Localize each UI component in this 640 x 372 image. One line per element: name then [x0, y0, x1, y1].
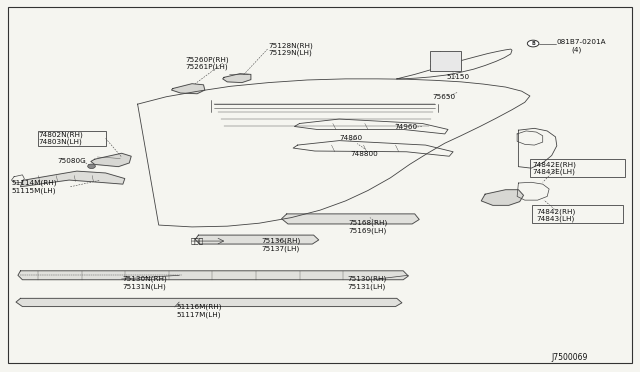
Text: 未調整: 未調整 — [191, 238, 204, 244]
Text: 75650: 75650 — [432, 94, 455, 100]
Text: 51150: 51150 — [446, 74, 469, 80]
Text: 75168(RH): 75168(RH) — [349, 220, 388, 227]
Text: 75131N(LH): 75131N(LH) — [123, 283, 166, 290]
Polygon shape — [16, 298, 402, 307]
Polygon shape — [481, 190, 524, 205]
Polygon shape — [282, 214, 419, 224]
Text: 74803N(LH): 74803N(LH) — [38, 139, 82, 145]
Text: 75080G: 75080G — [58, 158, 86, 164]
Text: 74860: 74860 — [339, 135, 362, 141]
Text: 51115M(LH): 51115M(LH) — [12, 187, 56, 194]
Text: (4): (4) — [572, 47, 582, 54]
Polygon shape — [223, 74, 251, 83]
Bar — [532, 205, 623, 223]
Text: 74842(RH): 74842(RH) — [536, 208, 575, 215]
Bar — [530, 159, 625, 177]
Circle shape — [88, 164, 95, 169]
Text: 75129N(LH): 75129N(LH) — [269, 49, 312, 56]
Polygon shape — [91, 153, 131, 167]
Text: 081B7-0201A: 081B7-0201A — [557, 39, 607, 45]
Text: 75131(LH): 75131(LH) — [348, 283, 386, 290]
Text: 75130(RH): 75130(RH) — [348, 276, 387, 282]
Text: J7500069: J7500069 — [552, 353, 588, 362]
Text: 75169(LH): 75169(LH) — [349, 227, 387, 234]
Polygon shape — [172, 84, 205, 94]
Text: 51116M(RH): 51116M(RH) — [176, 304, 221, 310]
Text: 75128N(RH): 75128N(RH) — [269, 42, 314, 49]
Text: 74843E(LH): 74843E(LH) — [532, 169, 575, 175]
Text: 75130N(RH): 75130N(RH) — [123, 276, 168, 282]
Text: B: B — [531, 41, 535, 46]
Text: 51114M(RH): 51114M(RH) — [12, 180, 57, 186]
Text: 74843(LH): 74843(LH) — [536, 215, 575, 222]
Polygon shape — [18, 271, 408, 280]
Bar — [38, 131, 106, 146]
Bar — [430, 51, 461, 71]
Text: 75136(RH): 75136(RH) — [261, 238, 300, 244]
Circle shape — [527, 40, 539, 47]
Text: 75260P(RH): 75260P(RH) — [186, 56, 229, 63]
Text: 74960: 74960 — [394, 124, 417, 130]
Text: 74802N(RH): 74802N(RH) — [38, 131, 83, 138]
Text: 75261P(LH): 75261P(LH) — [186, 64, 228, 70]
Polygon shape — [195, 235, 319, 244]
Text: 74842E(RH): 74842E(RH) — [532, 161, 577, 168]
Text: 748800: 748800 — [351, 151, 378, 157]
Text: 75137(LH): 75137(LH) — [261, 245, 300, 252]
Polygon shape — [20, 171, 125, 187]
Text: 51117M(LH): 51117M(LH) — [176, 311, 221, 318]
